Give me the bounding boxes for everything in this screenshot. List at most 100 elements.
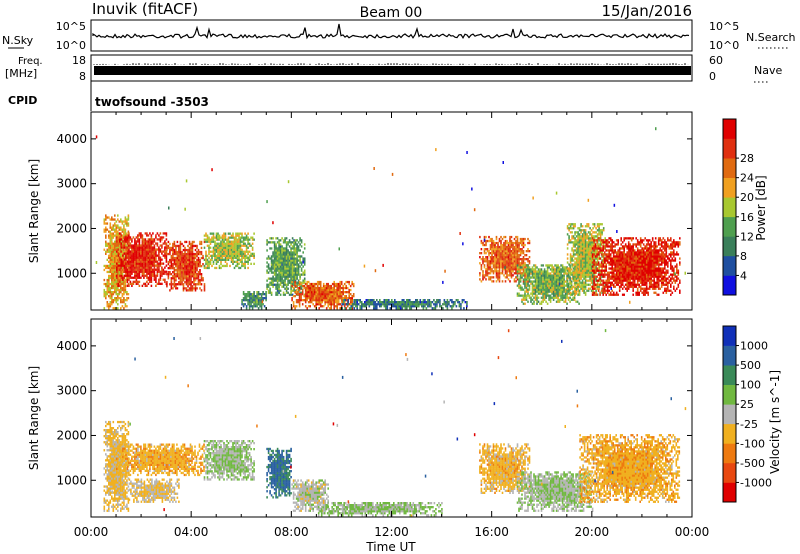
- heat-cell: [577, 273, 579, 276]
- heat-cell: [584, 225, 587, 228]
- heat-cell: [288, 263, 291, 266]
- heat-cell: [558, 268, 561, 271]
- heat-cell: [573, 268, 576, 271]
- heat-cell: [534, 268, 537, 271]
- heat-cell: [504, 272, 507, 275]
- heat-cell: [109, 305, 112, 308]
- heat-cell: [313, 291, 316, 294]
- heat-cell: [172, 248, 174, 252]
- heat-cell: [590, 281, 593, 284]
- heat-cell: [223, 264, 225, 268]
- heat-cell: [503, 264, 505, 267]
- heat-cell: [315, 288, 317, 292]
- heat-cell: [489, 258, 492, 261]
- heat-cell: [112, 260, 115, 263]
- heat-cell: [521, 286, 523, 289]
- heat-cell: [115, 278, 118, 282]
- heat-cell: [539, 278, 541, 281]
- heat-cell: [519, 284, 522, 287]
- heat-cell: [155, 258, 157, 261]
- heat-cell: [245, 256, 248, 259]
- heat-cell: [589, 283, 591, 286]
- heat-cell: [593, 273, 596, 276]
- heat-cell: [303, 257, 306, 260]
- heat-cell: [239, 232, 242, 235]
- heat-cell: [217, 242, 219, 245]
- heat-cell: [122, 282, 124, 285]
- heat-cell: [561, 264, 564, 267]
- heat-cell: [368, 303, 371, 306]
- nsky-label: N.Sky: [2, 34, 34, 47]
- heat-cell: [486, 250, 489, 253]
- heat-cell: [339, 286, 341, 290]
- heat-cell: [575, 231, 578, 234]
- heat-cell: [552, 286, 555, 289]
- heat-cell: [293, 259, 295, 262]
- heat-cell: [596, 261, 599, 264]
- heat-cell: [560, 294, 562, 297]
- heat-cell: [103, 248, 106, 251]
- heat-cell: [498, 260, 501, 263]
- heat-cell: [111, 284, 113, 288]
- heat-cell: [278, 255, 280, 258]
- heat-cell: [316, 299, 319, 302]
- heat-cell: [302, 251, 304, 254]
- heat-cell: [279, 255, 282, 258]
- heat-cell: [140, 260, 142, 263]
- heat-cell: [285, 257, 288, 260]
- heat-cell: [285, 285, 288, 288]
- heat-cell: [275, 245, 277, 248]
- heat-cell: [325, 307, 328, 310]
- heat-cell: [132, 256, 135, 259]
- heat-cell: [504, 243, 507, 247]
- heat-cell: [291, 275, 294, 278]
- heat-cell: [497, 241, 499, 245]
- heat-cell: [175, 258, 177, 262]
- cpid-label: CPID: [8, 94, 37, 107]
- heat-cell: [401, 305, 404, 308]
- heat-cell: [543, 284, 546, 287]
- heat-cell: [253, 256, 255, 259]
- heat-cell: [141, 284, 144, 287]
- heat-cell: [593, 225, 596, 228]
- heat-cell: [288, 267, 291, 270]
- heat-cell: [572, 279, 575, 282]
- heat-cell: [534, 264, 537, 267]
- heat-cell: [522, 262, 525, 265]
- heat-cell: [272, 263, 274, 266]
- heat-cell: [126, 278, 129, 281]
- heat-cell: [179, 265, 182, 268]
- heat-cell: [170, 267, 173, 270]
- heat-cell: [273, 265, 276, 268]
- heat-cell: [144, 232, 147, 235]
- heat-cell: [112, 264, 115, 268]
- heat-cell: [575, 253, 578, 256]
- heat-cell: [560, 296, 562, 299]
- heat-cell: [307, 280, 310, 284]
- heat-cell: [515, 270, 517, 273]
- heat-cell: [422, 303, 425, 306]
- heat-cell: [109, 270, 112, 274]
- heat-cell: [495, 262, 498, 265]
- heat-cell: [599, 279, 602, 282]
- heat-cell: [342, 293, 344, 296]
- heat-cell: [152, 270, 154, 273]
- heat-cell: [343, 305, 346, 308]
- heat-cell: [586, 225, 588, 228]
- heat-cell: [260, 299, 263, 302]
- heat-cell: [295, 301, 298, 304]
- heat-cell: [571, 259, 573, 262]
- heat-cell: [543, 268, 546, 271]
- heat-cell: [178, 246, 180, 250]
- heat-cell: [494, 243, 496, 247]
- heat-cell: [114, 282, 116, 286]
- heat-cell: [105, 234, 107, 237]
- heat-cell: [175, 265, 177, 268]
- heat-cell: [172, 267, 174, 270]
- heat-cell: [248, 256, 251, 259]
- heat-cell: [580, 247, 582, 250]
- heat-cell: [298, 301, 301, 304]
- heat-cell: [528, 294, 531, 297]
- heat-cell: [121, 222, 124, 225]
- heat-cell: [513, 268, 516, 271]
